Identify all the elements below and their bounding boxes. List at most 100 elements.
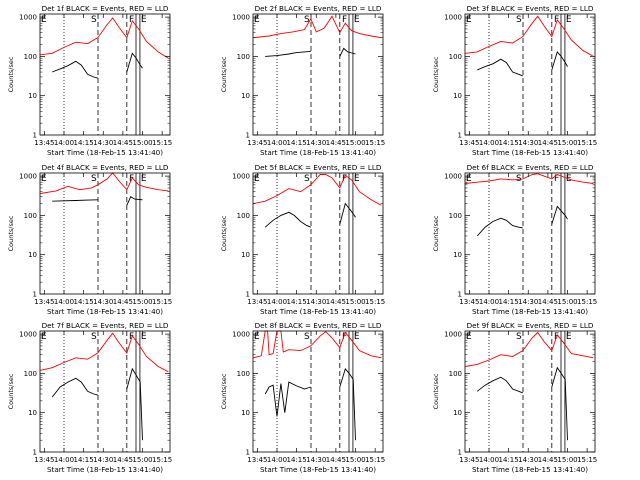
events-series-line [265, 50, 311, 57]
y-tick-label: 10 [453, 409, 462, 417]
y-axis-label: Counts/sec [432, 56, 440, 92]
x-tick-label: 14:30 [518, 139, 538, 147]
x-tick-label: 14:30 [93, 298, 113, 306]
events-series-line [551, 366, 568, 441]
plot-frame [464, 330, 596, 453]
events-series-line [551, 205, 568, 225]
x-tick-label: 14:30 [306, 456, 326, 464]
marker-label-e: E [141, 332, 147, 342]
x-tick-label: 13:45 [34, 139, 54, 147]
marker-label-start: E [466, 332, 472, 342]
y-tick-label: 1 [246, 291, 250, 299]
marker-label-e: E [141, 174, 147, 184]
marker-label-s: S [91, 15, 97, 25]
y-tick-label: 1000 [19, 331, 37, 339]
lld-series-line [465, 331, 594, 367]
x-tick-label: 13:45 [459, 456, 479, 464]
y-tick-label: 10 [241, 251, 250, 259]
x-tick-label: 14:30 [518, 456, 538, 464]
x-tick-label: 15:00 [132, 139, 152, 147]
plot-frame [39, 172, 171, 295]
y-tick-label: 100 [237, 370, 250, 378]
events-series-line [477, 58, 523, 77]
y-tick-label: 100 [237, 53, 250, 61]
events-series-line [264, 381, 311, 417]
x-axis-label: Start Time (18-Feb-15 13:41:40) [47, 465, 163, 474]
marker-label-s: S [91, 174, 97, 184]
y-tick-label: 1 [33, 132, 37, 140]
y-tick-label: 1000 [232, 173, 250, 181]
y-tick-label: 100 [449, 370, 462, 378]
x-axis-label: Start Time (18-Feb-15 13:41:40) [260, 148, 376, 157]
lld-series-line [40, 332, 169, 373]
lld-series-line [253, 330, 382, 359]
x-tick-label: 14:00 [479, 139, 499, 147]
y-tick-label: 1000 [444, 173, 462, 181]
plot-frame [464, 13, 596, 136]
y-axis-label: Counts/sec [220, 373, 228, 409]
x-tick-label: 14:45 [538, 456, 558, 464]
lld-series-line [253, 15, 382, 39]
lld-series-line [40, 172, 169, 194]
x-tick-label: 14:45 [326, 298, 346, 306]
y-tick-label: 1000 [19, 173, 37, 181]
marker-label-start: E [41, 15, 47, 25]
marker-label-start: E [41, 174, 47, 184]
panel-title: Det 5f BLACK = Events, RED = LLD [255, 163, 382, 172]
x-tick-label: 14:00 [54, 456, 74, 464]
x-tick-label: 13:45 [34, 456, 54, 464]
y-tick-label: 1 [458, 291, 462, 299]
events-series-line [52, 199, 98, 202]
plot-frame [39, 330, 171, 453]
x-tick-label: 14:30 [306, 298, 326, 306]
x-tick-label: 14:00 [479, 456, 499, 464]
x-tick-label: 14:15 [287, 456, 307, 464]
x-tick-label: 14:30 [306, 139, 326, 147]
x-tick-label: 14:15 [499, 139, 519, 147]
events-series-line [476, 376, 523, 394]
x-tick-label: 14:45 [538, 139, 558, 147]
x-tick-label: 15:15 [365, 456, 385, 464]
y-tick-label: 1 [246, 132, 250, 140]
x-tick-label: 15:15 [152, 456, 172, 464]
y-tick-label: 10 [241, 409, 250, 417]
x-tick-label: 14:45 [326, 456, 346, 464]
x-tick-label: 13:45 [247, 298, 267, 306]
x-tick-label: 14:15 [74, 456, 94, 464]
x-tick-label: 14:45 [113, 298, 133, 306]
marker-label-s: S [304, 174, 310, 184]
x-tick-label: 14:15 [287, 298, 307, 306]
x-tick-label: 14:15 [74, 139, 94, 147]
y-tick-label: 1000 [232, 331, 250, 339]
x-tick-label: 14:15 [74, 298, 94, 306]
panel-title: Det 9f BLACK = Events, RED = LLD [467, 321, 594, 330]
plot-frame [464, 172, 596, 295]
marker-label-s: S [516, 332, 522, 342]
x-axis-label: Start Time (18-Feb-15 13:41:40) [47, 148, 163, 157]
x-tick-label: 13:45 [459, 139, 479, 147]
y-axis-label: Counts/sec [7, 215, 15, 251]
y-tick-label: 1 [33, 291, 37, 299]
marker-label-f: F [129, 15, 134, 25]
x-tick-label: 14:00 [54, 298, 74, 306]
y-tick-label: 100 [24, 370, 37, 378]
x-tick-label: 14:45 [113, 456, 133, 464]
marker-label-start: E [254, 332, 260, 342]
x-tick-label: 13:45 [247, 139, 267, 147]
x-tick-label: 15:00 [557, 139, 577, 147]
lld-series-line [465, 15, 594, 57]
panel-title: Det 6f BLACK = Events, RED = LLD [467, 163, 594, 172]
y-tick-label: 1000 [232, 14, 250, 22]
marker-label-e: E [354, 332, 360, 342]
y-tick-label: 100 [24, 212, 37, 220]
marker-label-f: F [554, 174, 559, 184]
y-tick-label: 10 [453, 92, 462, 100]
y-tick-label: 1 [33, 449, 37, 457]
panel-title: Det 4f BLACK = Events, RED = LLD [42, 163, 169, 172]
